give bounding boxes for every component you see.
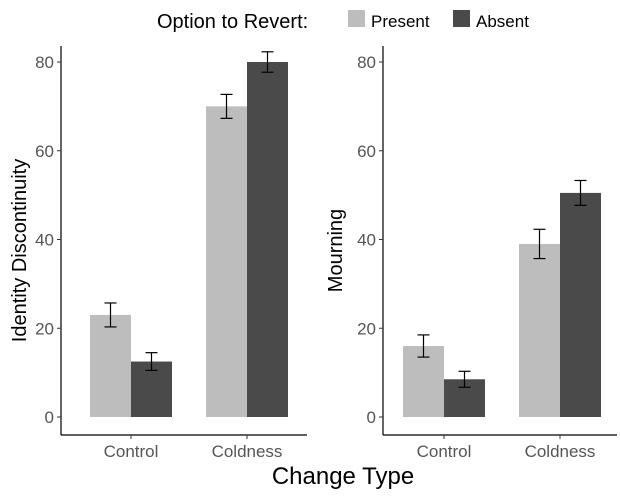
error-bar [220,93,233,119]
x-tick-label: Control [417,442,472,461]
y-tick-label: 80 [357,53,376,72]
error-bar [574,179,587,206]
x-axis-title: Change Type [272,463,414,490]
panel-identity-discontinuity: 0 20 40 60 80 Identity Discontinuity Control Co… [9,46,307,461]
y-tick-label: 80 [35,53,54,72]
legend-swatch-present [348,10,365,27]
x-tick-label: Coldness [525,442,596,461]
legend-title: Option to Revert: [157,11,308,33]
y-axis-title: Mourning [325,209,347,292]
error-bar [261,51,274,73]
legend-label-absent: Absent [476,12,529,31]
error-bar [145,352,158,372]
bar-present-coldness [519,243,560,417]
y-tick-label: 20 [357,319,376,338]
bar-present-control [90,314,131,417]
bar-absent-coldness [247,62,288,417]
y-tick-label: 20 [35,319,54,338]
legend: Option to Revert: Present Absent [157,10,529,33]
y-tick-label: 0 [45,408,54,427]
bar-present-control [403,346,444,417]
y-axis-title: Identity Discontinuity [9,159,31,342]
error-bar [458,370,471,388]
bar-present-coldness [206,106,247,417]
y-tick-label: 40 [357,231,376,250]
error-bar [417,334,430,358]
y-tick-label: 60 [357,142,376,161]
y-tick-label: 60 [35,142,54,161]
y-tick-label: 0 [367,408,376,427]
error-bar [533,228,546,260]
error-bar [104,302,117,328]
legend-label-present: Present [371,12,430,31]
legend-swatch-absent [453,10,470,27]
panel-mourning: 0 20 40 60 80 Mourning Control Coldness [325,46,617,461]
y-tick-label: 40 [35,231,54,250]
x-tick-label: Coldness [212,442,283,461]
x-tick-label: Control [104,442,159,461]
bar-absent-coldness [560,192,601,417]
